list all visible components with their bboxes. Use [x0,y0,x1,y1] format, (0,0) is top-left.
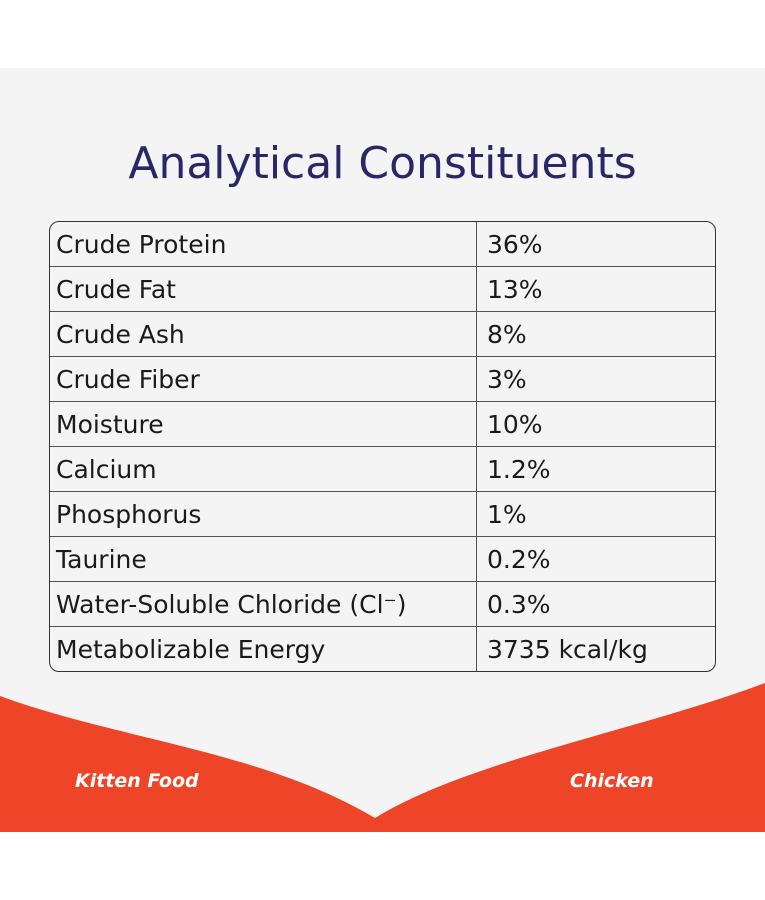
constituent-value: 1.2% [476,447,715,492]
constituent-value: 3% [476,357,715,402]
constituent-name: Calcium [50,447,476,492]
constituent-value: 10% [476,402,715,447]
constituent-value: 8% [476,312,715,357]
constituent-name: Taurine [50,537,476,582]
constituent-name: Crude Fat [50,267,476,312]
footer-left: Kitten Food [75,770,199,792]
constituent-value: 3735 kcal/kg [476,627,715,671]
table-row: Crude Protein 36% [50,222,715,267]
table-row: Taurine 0.2% [50,537,715,582]
constituent-value: 0.2% [476,537,715,582]
constituent-value: 36% [476,222,715,267]
constituent-name: Crude Protein [50,222,476,267]
constituents-table: Crude Protein 36% Crude Fat 13% Crude Ash 8% C… [49,221,716,672]
constituent-value: 1% [476,492,715,537]
table-row: Moisture 10% [50,402,715,447]
constituent-name: Moisture [50,402,476,447]
constituent-name: Phosphorus [50,492,476,537]
title: Analytical Constituents [128,138,637,189]
constituent-name: Water-Soluble Chloride (Cl⁻) [50,582,476,627]
constituent-name: Crude Ash [50,312,476,357]
table-row: Crude Fat 13% [50,267,715,312]
table-row: Crude Fiber 3% [50,357,715,402]
constituent-name: Crude Fiber [50,357,476,402]
constituent-value: 0.3% [476,582,715,627]
constituent-name: Metabolizable Energy [56,634,326,664]
footer-right: Chicken [570,770,654,792]
table-row: Metabolizable Energy 3735 kcal/kg [50,627,715,671]
table-row: Crude Ash 8% [50,312,715,357]
table-row: Phosphorus 1% [50,492,715,537]
table-row: Calcium 1.2% [50,447,715,492]
constituent-value: 13% [476,267,715,312]
table-row: Water-Soluble Chloride (Cl⁻) 0.3% [50,582,715,627]
wave-shape [0,683,765,832]
